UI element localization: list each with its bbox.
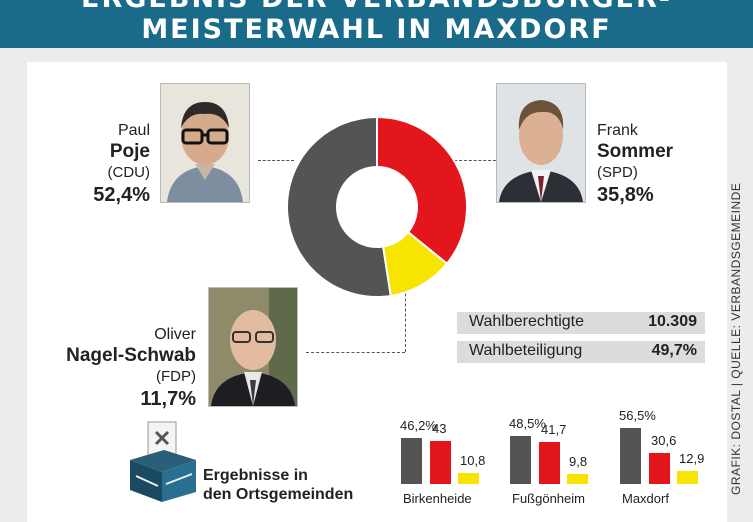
- bar-label-spd: 30,6: [651, 433, 677, 449]
- candidate-nagel-schwab-label: Oliver Nagel-Schwab (FDP) 11,7%: [40, 325, 196, 411]
- bar-spd: [649, 453, 670, 484]
- nagel-schwab-photo: [208, 287, 298, 407]
- bar-cdu: [401, 437, 422, 484]
- candidate-percent: 52,4%: [93, 184, 150, 206]
- poje-leader-line: [258, 160, 294, 161]
- source-credit: GRAFIK: DOSTAL | QUELLE: VERBANDSGEMEIND…: [729, 182, 743, 495]
- caption-line-1: Ergebnisse in: [203, 467, 308, 484]
- candidate-party: (FDP): [156, 368, 196, 385]
- vote-share-donut-chart: [286, 115, 468, 298]
- municipality-label: Fußgönheim: [512, 491, 585, 506]
- stat-value: 49,7%: [651, 342, 697, 359]
- bar-label-fdp: 10,8: [460, 453, 486, 469]
- bar-label-cdu: 56,5%: [619, 407, 656, 423]
- candidate-last-name: Poje: [109, 141, 150, 162]
- candidate-party: (SPD): [597, 164, 638, 181]
- bar-label-cdu: 48,5%: [509, 415, 546, 431]
- bar-spd: [430, 441, 451, 484]
- stat-value: 10.309: [648, 313, 697, 330]
- candidate-poje-label: Paul Poje (CDU) 52,4%: [60, 121, 150, 207]
- bar-label-fdp: 9,8: [569, 454, 588, 470]
- candidate-percent: 35,8%: [597, 184, 654, 206]
- title-line-2: MEISTERWAHL IN MAXDORF: [141, 14, 612, 45]
- candidate-first-name: Paul: [117, 122, 150, 139]
- stat-label: Wahlberechtigte: [469, 313, 585, 330]
- municipality-label: Birkenheide: [403, 491, 472, 506]
- bar-fdp: [677, 471, 698, 484]
- nagel-schwab-leader-line: [306, 352, 405, 353]
- stat-label: Wahlbeteiligung: [469, 342, 583, 359]
- bar-spd: [539, 442, 560, 484]
- candidate-first-name: Frank: [597, 122, 638, 139]
- slice-cdu: [286, 115, 392, 298]
- ballot-box-icon: [128, 420, 198, 502]
- bar-fdp: [458, 473, 479, 484]
- candidate-last-name: Nagel-Schwab: [66, 345, 196, 366]
- nagel-schwab-leader-vertical: [405, 268, 406, 352]
- poje-photo: [160, 83, 250, 203]
- slice-spd: [376, 115, 468, 266]
- candidate-last-name: Sommer: [597, 141, 674, 162]
- municipal-results-caption: Ergebnisse in den Ortsgemeinden: [203, 466, 353, 504]
- bar-label-spd: 41,7: [541, 422, 567, 438]
- bar-label-fdp: 12,9: [679, 451, 705, 467]
- candidate-first-name: Oliver: [154, 326, 196, 343]
- municipality-label: Maxdorf: [622, 491, 669, 506]
- eligible-voters-row: Wahlberechtigte 10.309: [457, 312, 705, 334]
- candidate-sommer-label: Frank Sommer (SPD) 35,8%: [597, 121, 707, 207]
- title-line-1: ERGEBNIS DER VERBANDSBÜRGER-: [0, 0, 753, 14]
- candidate-party: (CDU): [107, 164, 151, 181]
- bar-label-spd: 43: [432, 421, 447, 436]
- caption-line-2: den Ortsgemeinden: [203, 486, 354, 503]
- candidate-percent: 11,7%: [140, 388, 196, 410]
- bar-cdu: [620, 427, 641, 484]
- sommer-leader-line: [430, 160, 496, 161]
- bar-fdp: [567, 474, 588, 484]
- bar-cdu: [510, 435, 531, 484]
- slice-fdp: [381, 230, 449, 298]
- bar-label-cdu: 46,2%: [400, 417, 437, 433]
- turnout-row: Wahlbeteiligung 49,7%: [457, 341, 705, 363]
- header-banner: ERGEBNIS DER VERBANDSBÜRGER- MEISTERWAHL…: [0, 0, 753, 48]
- sommer-photo: [496, 83, 586, 203]
